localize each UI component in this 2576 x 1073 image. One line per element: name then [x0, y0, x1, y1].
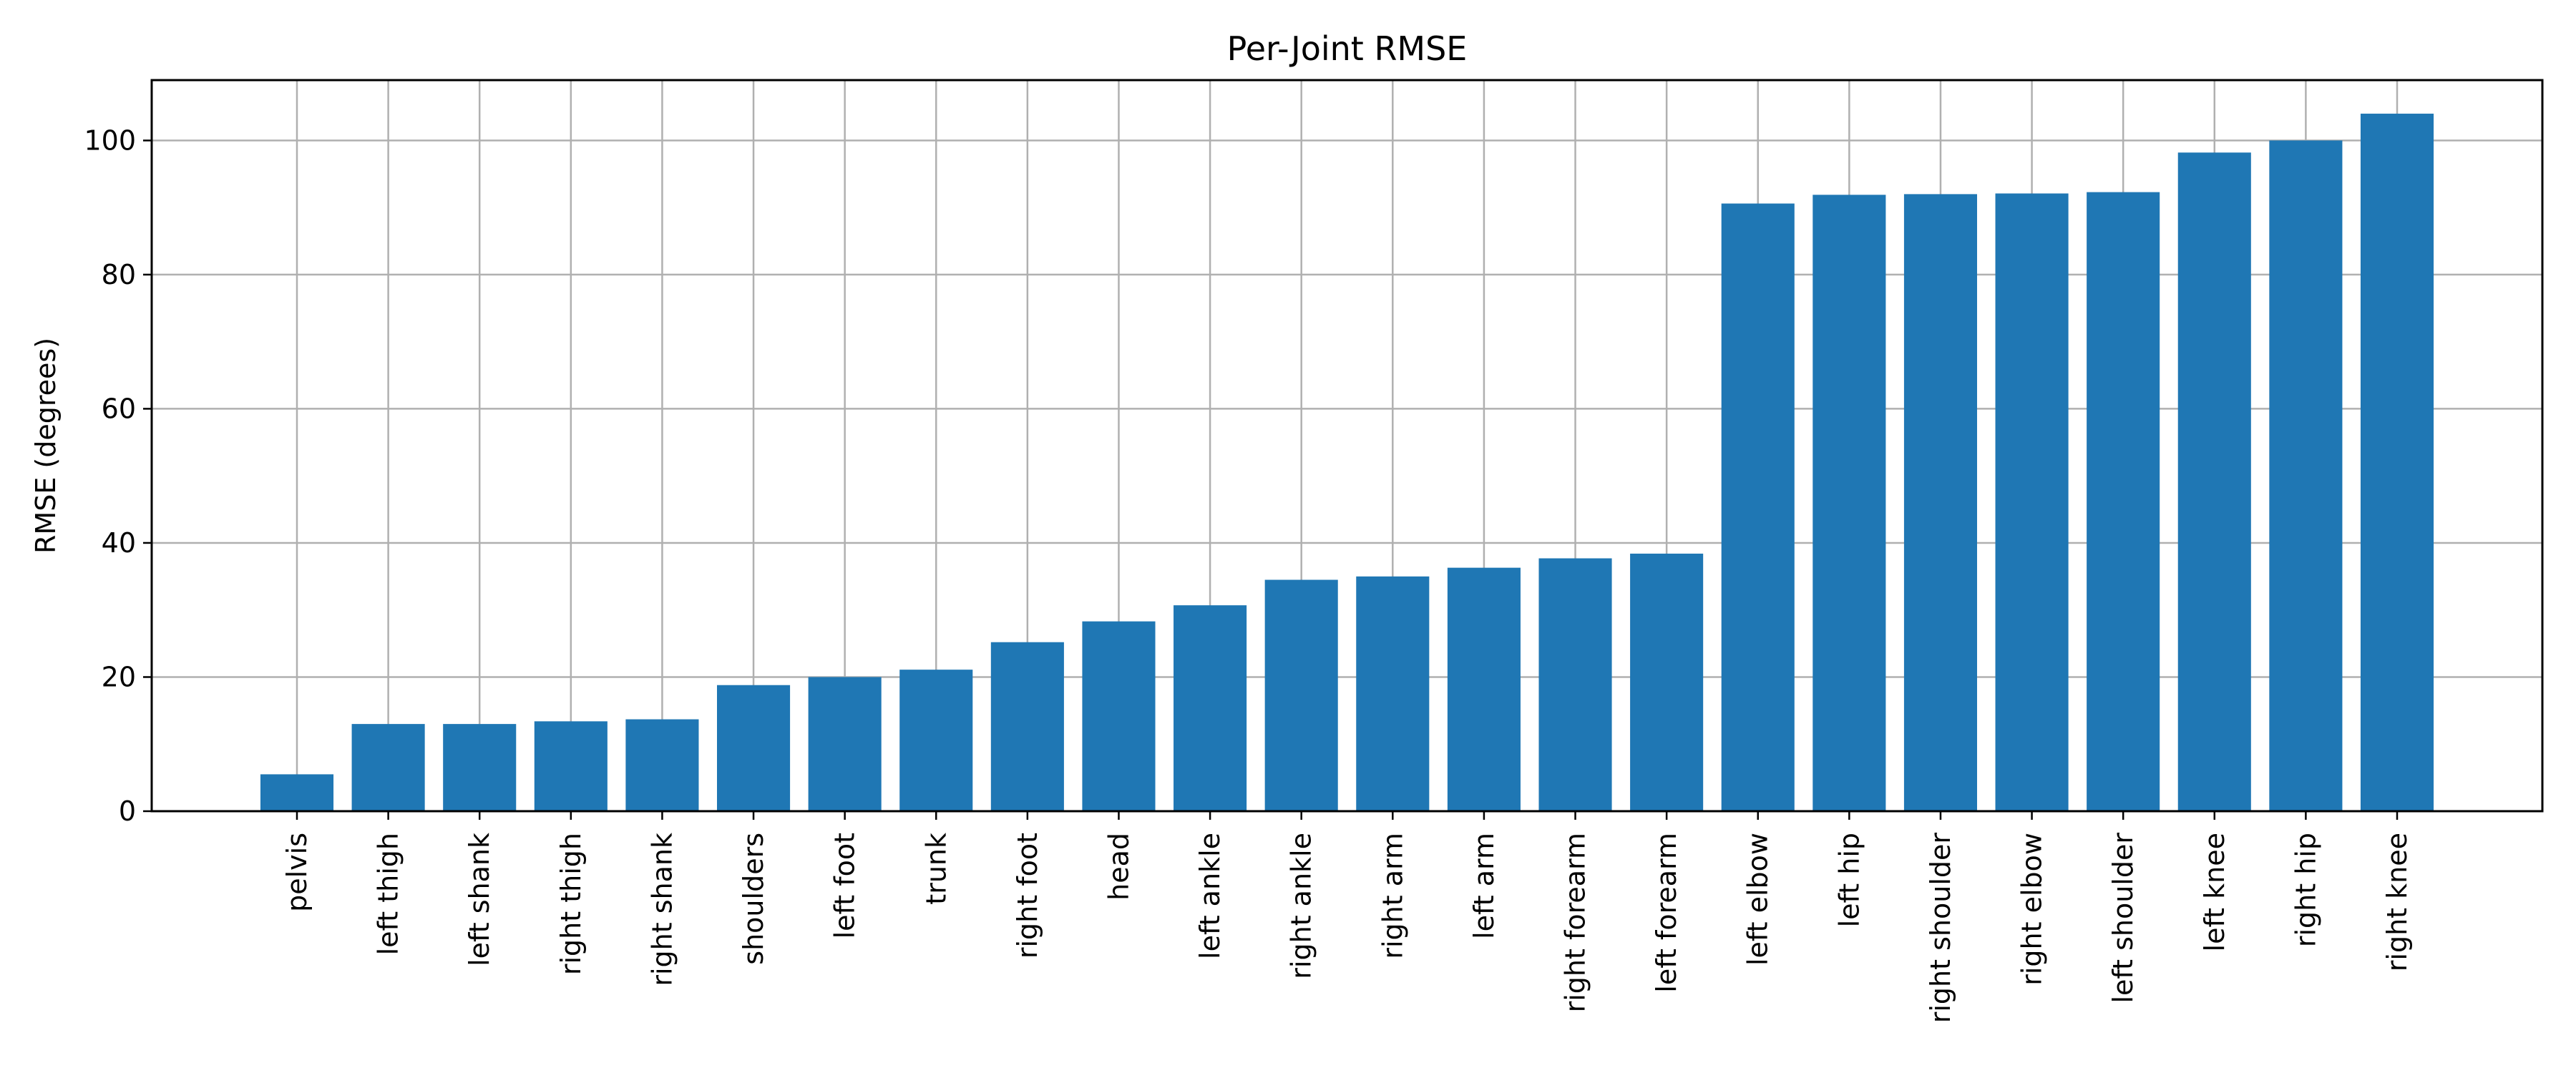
y-tick-label: 0: [119, 795, 136, 827]
y-axis-label: RMSE (degrees): [30, 338, 62, 554]
x-tick-label: trunk: [920, 833, 952, 905]
bar-left-shank: [443, 724, 517, 811]
bar-right-elbow: [1995, 193, 2069, 811]
bar-trunk: [899, 670, 973, 811]
x-tick-label: right forearm: [1560, 833, 1591, 1012]
bar-right-arm: [1356, 576, 1430, 811]
x-tick-label: left shank: [464, 833, 495, 966]
bar-left-thigh: [351, 724, 425, 811]
x-tick-label: right hip: [2290, 833, 2321, 947]
y-axis-ticks: 0 20 40 60 80 100: [84, 124, 152, 827]
x-tick-label: right thigh: [555, 833, 587, 975]
x-tick-label: right knee: [2381, 833, 2413, 971]
bar-layer: [260, 113, 2434, 811]
bar-left-shoulder: [2087, 192, 2160, 811]
bar-right-ankle: [1264, 579, 1338, 811]
bar-pelvis: [260, 774, 334, 811]
bar-right-shoulder: [1903, 194, 1977, 811]
x-tick-label: right elbow: [2016, 833, 2048, 986]
x-tick-label: head: [1103, 833, 1134, 901]
bar-left-ankle: [1174, 605, 1247, 811]
x-tick-label: left shoulder: [2107, 833, 2139, 1004]
x-tick-label: left arm: [1468, 833, 1500, 939]
x-tick-label: right ankle: [1286, 833, 1317, 979]
bar-left-forearm: [1630, 553, 1704, 811]
chart-title: Per-Joint RMSE: [1227, 29, 1468, 68]
x-tick-label: pelvis: [281, 833, 313, 912]
x-axis-ticks: pelvis left thigh left shank right thigh rig…: [281, 811, 2413, 1023]
bar-left-hip: [1813, 195, 1886, 811]
x-tick-label: left foot: [829, 833, 861, 939]
x-tick-label: left thigh: [373, 833, 404, 955]
bar-head: [1082, 621, 1156, 811]
x-tick-label: shoulders: [738, 833, 769, 965]
plot-frame: [150, 79, 2544, 813]
x-tick-label: right shoulder: [1925, 833, 1956, 1024]
x-tick-label: left forearm: [1651, 833, 1682, 993]
x-tick-label: left knee: [2199, 833, 2230, 951]
bar-right-hip: [2269, 140, 2343, 811]
bar-left-knee: [2177, 152, 2251, 811]
bar-right-foot: [990, 642, 1064, 811]
bar-right-forearm: [1538, 558, 1612, 811]
bar-left-arm: [1447, 567, 1521, 811]
y-tick-label: 20: [102, 661, 136, 692]
x-tick-label: right foot: [1012, 833, 1043, 959]
x-tick-label: right arm: [1377, 833, 1408, 959]
bar-right-thigh: [534, 721, 608, 811]
y-tick-label: 60: [102, 393, 136, 424]
bar-right-shank: [625, 719, 699, 811]
y-tick-label: 40: [102, 527, 136, 559]
x-tick-label: right shank: [646, 833, 678, 986]
bar-right-knee: [2360, 113, 2434, 811]
x-tick-label: left ankle: [1194, 833, 1226, 959]
y-tick-label: 80: [102, 259, 136, 290]
bar-shoulders: [717, 685, 791, 811]
y-tick-label: 100: [84, 124, 136, 156]
bar-left-elbow: [1721, 203, 1795, 811]
x-tick-label: left hip: [1833, 833, 1865, 927]
x-tick-label: left elbow: [1742, 833, 1774, 966]
bar-left-foot: [808, 677, 882, 811]
